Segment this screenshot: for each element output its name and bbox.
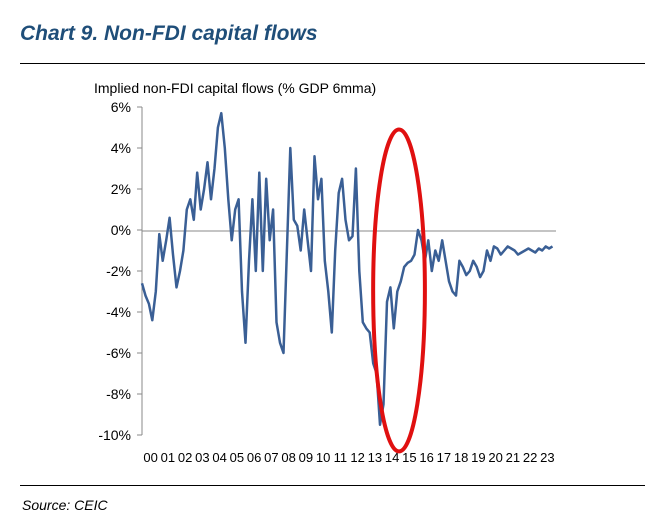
x-tick-label: 17 [437, 450, 451, 465]
x-tick-label: 04 [212, 450, 226, 465]
y-tick-label: -2% [106, 263, 131, 279]
x-tick-label: 00 [143, 450, 157, 465]
x-tick-label: 20 [488, 450, 502, 465]
y-tick-label: 6% [111, 99, 131, 115]
x-tick-label: 01 [161, 450, 175, 465]
x-tick-label: 06 [247, 450, 261, 465]
x-tick-label: 15 [402, 450, 416, 465]
x-tick-label: 16 [419, 450, 433, 465]
highlight-ellipse [371, 127, 427, 454]
x-tick-label: 18 [454, 450, 468, 465]
y-axis-title: Implied non-FDI capital flows (% GDP 6mm… [94, 80, 376, 96]
y-tick-label: 2% [111, 181, 131, 197]
source-rule [20, 485, 645, 486]
y-axis: -10% -8% -6% -4% -2% 0% 2% 4% 6% [98, 99, 142, 443]
x-tick-label: 14 [385, 450, 399, 465]
x-tick-label: 07 [264, 450, 278, 465]
x-tick-label: 10 [316, 450, 330, 465]
x-tick-label: 02 [178, 450, 192, 465]
x-tick-label: 08 [281, 450, 295, 465]
x-tick-label: 11 [334, 450, 348, 465]
x-tick-label: 13 [368, 450, 382, 465]
x-tick-label: 05 [230, 450, 244, 465]
y-tick-label: -6% [106, 345, 131, 361]
series-line [140, 111, 554, 427]
x-tick-label: 09 [299, 450, 313, 465]
x-tick-label: 03 [195, 450, 209, 465]
x-tick-label: 23 [540, 450, 554, 465]
x-tick-label: 22 [523, 450, 537, 465]
y-tick-label: 0% [111, 222, 131, 238]
chart-title: Chart 9. Non-FDI capital flows [20, 22, 318, 45]
title-rule [20, 63, 645, 64]
x-axis: 00 01 02 03 04 05 06 07 08 09 10 11 12 13 14 15 16 17 18 19… [143, 450, 554, 465]
y-tick-label: -8% [106, 386, 131, 402]
y-tick-label: -10% [98, 427, 131, 443]
y-tick-label: -4% [106, 304, 131, 320]
source-note: Source: CEIC [22, 497, 108, 513]
y-tick-label: 4% [111, 140, 131, 156]
x-tick-label: 21 [506, 450, 520, 465]
x-tick-label: 19 [471, 450, 485, 465]
x-tick-label: 12 [350, 450, 364, 465]
